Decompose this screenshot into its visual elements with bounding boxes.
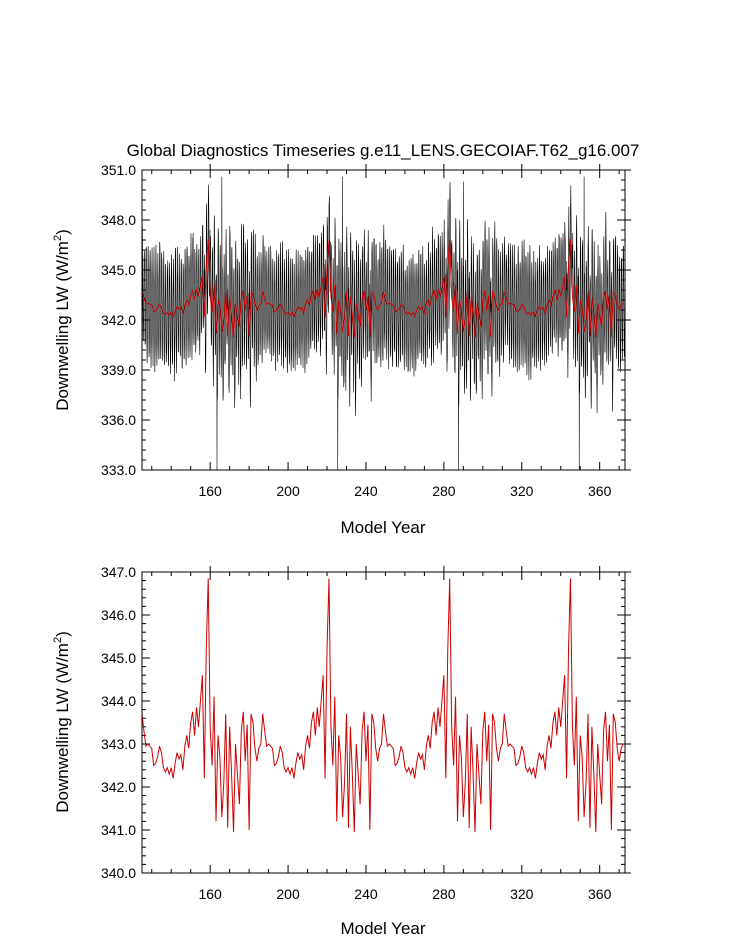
- y-tick-label: 345.0: [101, 262, 136, 278]
- bottom-y-tick-labels: 340.0 341.0 342.0 343.0 344.0 345.0 346.0 347.0: [101, 564, 136, 881]
- x-tick-label: 160: [198, 483, 222, 499]
- y-tick-label: 348.0: [101, 212, 136, 228]
- x-tick-label: 320: [510, 886, 534, 902]
- bottom-annual-series: [141, 578, 624, 833]
- top-panel: 160 200 240 280 320 360 333.0336.0339.0342.03…: [52, 162, 631, 537]
- bottom-panel: 160 200 240 280 320 360 340.0341.0342.0343.03…: [52, 564, 631, 938]
- y-tick-label: 339.0: [101, 362, 136, 378]
- y-tick-label: 346.0: [101, 607, 136, 623]
- x-tick-label: 160: [198, 886, 222, 902]
- y-tick-label: 343.0: [101, 736, 136, 752]
- bottom-y-label-close: ): [53, 631, 72, 637]
- top-y-label-sup: 2: [52, 235, 64, 241]
- top-y-tick-labels: 333.0 336.0 339.0 342.0 345.0 348.0 351.0: [101, 162, 136, 478]
- top-y-label-main: Downwelling LW (W/m: [53, 241, 72, 411]
- top-monthly-series: [141, 176, 626, 471]
- top-annual-series: [141, 239, 624, 338]
- x-tick-label: 240: [354, 483, 378, 499]
- y-tick-label: 333.0: [101, 462, 136, 478]
- y-tick-label: 347.0: [101, 564, 136, 580]
- y-tick-label: 340.0: [101, 865, 136, 881]
- top-x-axis-label: Model Year: [340, 518, 425, 537]
- x-tick-label: 280: [432, 483, 456, 499]
- bottom-panel-ticks: [142, 566, 631, 874]
- y-tick-label: 345.0: [101, 650, 136, 666]
- chart-title: Global Diagnostics Timeseries g.e11_LENS…: [127, 141, 640, 160]
- y-tick-label: 341.0: [101, 822, 136, 838]
- x-tick-label: 200: [276, 886, 300, 902]
- top-x-tick-labels: 160 200 240 280 320 360: [198, 483, 611, 499]
- x-tick-label: 360: [588, 483, 612, 499]
- y-tick-label: 342.0: [101, 312, 136, 328]
- top-y-label-close: ): [53, 229, 72, 235]
- top-monthly-line: [141, 176, 626, 471]
- y-tick-label: 336.0: [101, 412, 136, 428]
- top-annual-line: [141, 239, 624, 338]
- bottom-annual-line: [141, 578, 624, 833]
- x-tick-label: 360: [588, 886, 612, 902]
- bottom-x-axis-label: Model Year: [340, 919, 425, 938]
- x-tick-label: 320: [510, 483, 534, 499]
- bottom-x-tick-labels: 160 200 240 280 320 360: [198, 886, 611, 902]
- x-tick-label: 200: [276, 483, 300, 499]
- y-tick-label: 342.0: [101, 779, 136, 795]
- y-tick-label: 344.0: [101, 693, 136, 709]
- bottom-y-label-main: Downwelling LW (W/m: [53, 643, 72, 813]
- bottom-y-label-sup: 2: [52, 637, 64, 643]
- x-tick-label: 280: [432, 886, 456, 902]
- y-tick-label: 351.0: [101, 162, 136, 178]
- top-y-axis-label: Downwelling LW (W/m2): [52, 229, 72, 411]
- bottom-plot-frame: [141, 571, 626, 874]
- top-plot-frame: [141, 169, 626, 471]
- bottom-y-axis-label: Downwelling LW (W/m2): [52, 631, 72, 813]
- x-tick-label: 240: [354, 886, 378, 902]
